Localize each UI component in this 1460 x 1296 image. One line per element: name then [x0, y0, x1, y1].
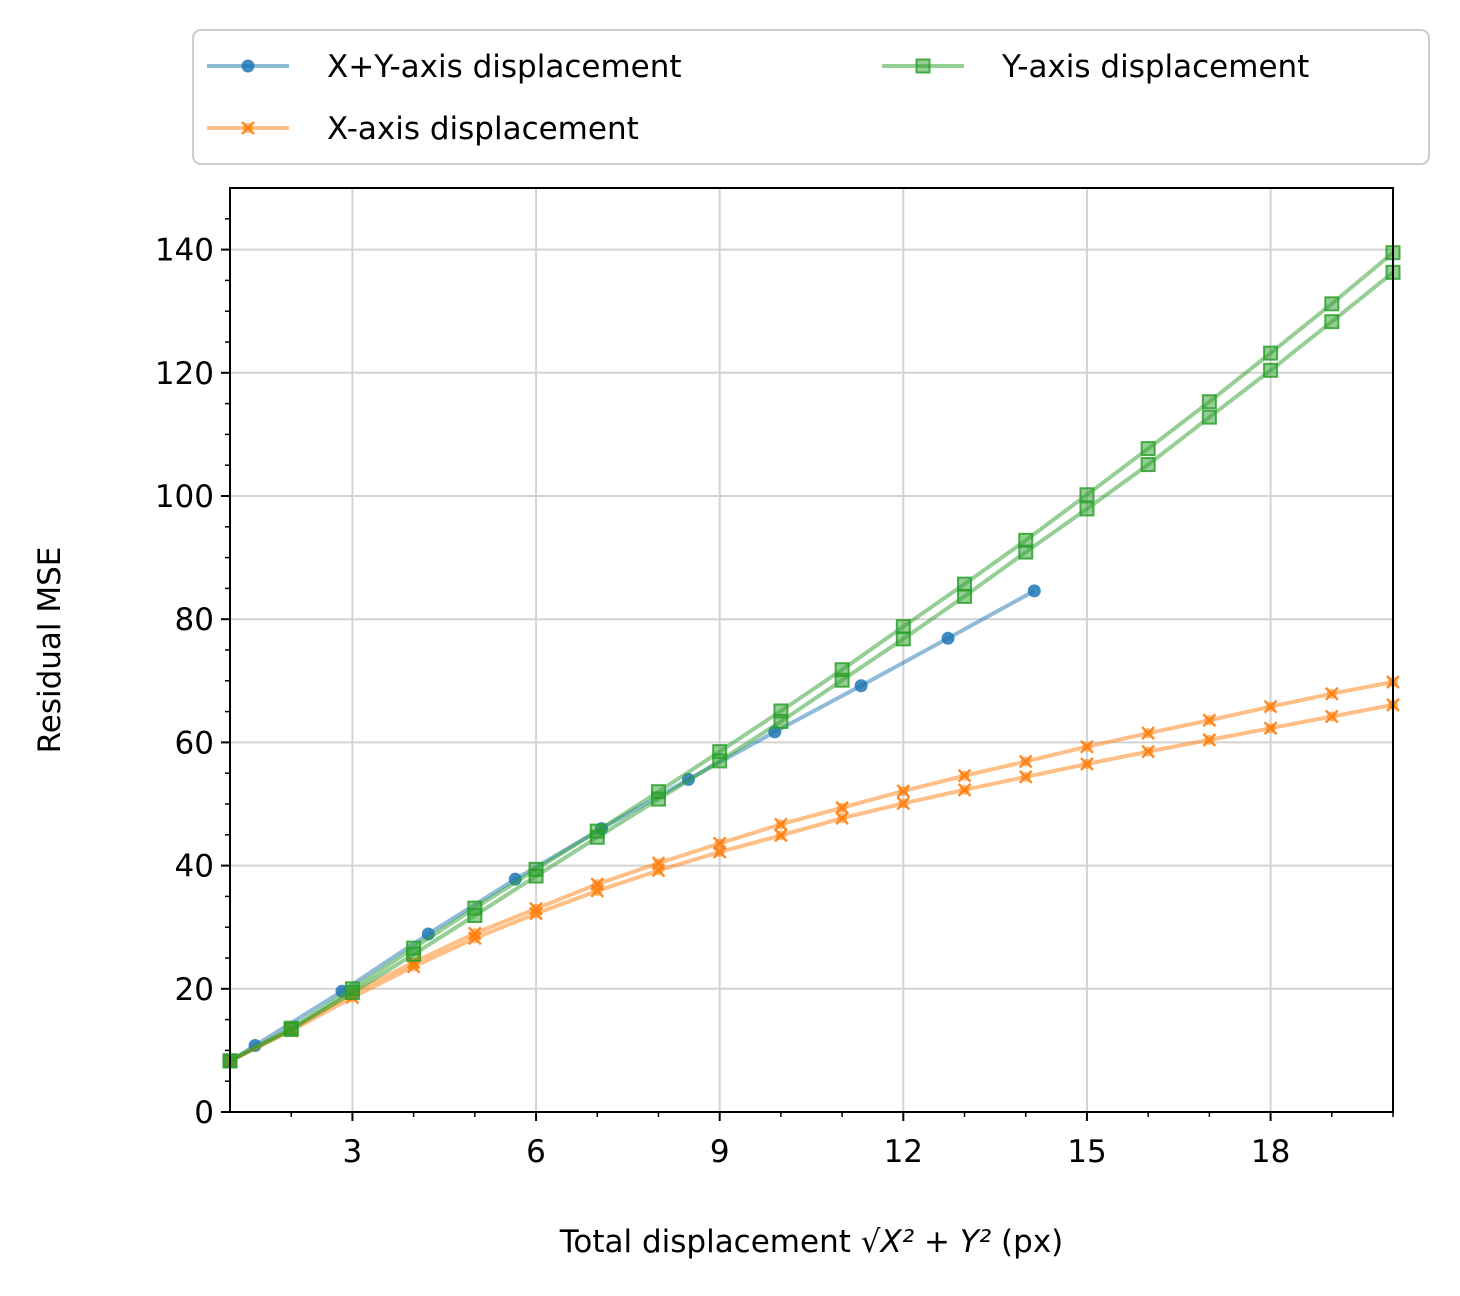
axis-ticks: 3 6 9 12 15 18 0 20 40 60 80 100 120 140 [155, 218, 1394, 1170]
data-point [651, 863, 666, 878]
data-point [1202, 713, 1217, 728]
data-point [1079, 487, 1095, 503]
x-axis-label: Total displacement √X² + Y² (px) [559, 1224, 1064, 1260]
data-point [590, 883, 605, 898]
data-point [1263, 362, 1279, 378]
series-line [229, 680, 1394, 1063]
x-tick-label: 15 [1067, 1134, 1106, 1170]
data-point [1324, 686, 1339, 701]
data-point [650, 791, 666, 807]
data-point [1202, 733, 1217, 747]
data-point [1080, 739, 1094, 754]
series-line [229, 251, 1395, 1063]
data-point [1263, 721, 1278, 736]
data-point [406, 946, 422, 962]
data-point [896, 796, 911, 811]
y-tick-label: 80 [175, 602, 214, 638]
legend-entry: Y-axis displacement [882, 49, 1309, 85]
x-axis-label-math: √X² + Y² [861, 1224, 991, 1260]
data-point [896, 784, 911, 798]
data-point [957, 768, 972, 783]
data-point [957, 576, 973, 592]
data-point [1324, 314, 1340, 330]
x-tick-label: 9 [710, 1134, 730, 1170]
legend-label: X-axis displacement [327, 111, 639, 147]
data-point [941, 631, 955, 645]
data-point [241, 59, 255, 73]
series-1 [223, 675, 1400, 1068]
data-point [1324, 296, 1340, 312]
data-point [1201, 394, 1217, 410]
grid [230, 188, 1393, 1112]
data-point [1140, 441, 1156, 457]
x-tick-label: 3 [343, 1134, 363, 1170]
data-point [283, 1021, 299, 1037]
data-point [1141, 726, 1156, 741]
y-tick-label: 0 [194, 1095, 214, 1131]
data-point [1018, 770, 1033, 784]
data-point [834, 672, 850, 688]
data-point [467, 931, 482, 946]
data-point [589, 829, 605, 845]
data-point [915, 58, 931, 74]
data-point [854, 679, 868, 693]
legend-box [192, 29, 1430, 165]
series-line [229, 270, 1395, 1063]
data-point [895, 631, 911, 647]
legend-label: Y-axis displacement [1001, 49, 1309, 85]
data-point [1027, 584, 1041, 598]
data-point [1324, 709, 1339, 724]
data-point [1263, 345, 1279, 361]
data-point [1018, 754, 1033, 769]
data-point [1080, 757, 1094, 771]
legend-entry: X+Y-axis displacement [207, 49, 682, 85]
data-point [774, 817, 788, 832]
data-point [773, 713, 789, 729]
data-point [957, 588, 973, 604]
x-axis-label-prefix: Total displacement [559, 1224, 861, 1260]
data-point [1201, 409, 1217, 425]
y-axis-label: Residual MSE [32, 547, 68, 754]
data-point [712, 753, 728, 769]
legend-entry: X-axis displacement [207, 111, 639, 147]
legend: X+Y-axis displacement X-axis displacement… [192, 29, 1430, 165]
x-tick-label: 12 [884, 1134, 923, 1170]
data-point [712, 845, 727, 859]
plot-series [222, 245, 1401, 1069]
data-point [1140, 457, 1156, 473]
data-point [467, 907, 483, 923]
series-line [229, 702, 1394, 1063]
data-point [241, 121, 255, 135]
data-point [1141, 744, 1156, 759]
y-tick-label: 140 [155, 233, 214, 269]
y-tick-label: 20 [175, 972, 214, 1008]
data-point [774, 828, 788, 843]
x-axis-label-suffix: (px) [991, 1224, 1063, 1260]
x-tick-label: 6 [526, 1134, 546, 1170]
legend-label: X+Y-axis displacement [327, 49, 682, 85]
y-tick-label: 120 [155, 356, 214, 392]
y-tick-label: 40 [175, 849, 214, 885]
data-point [1018, 544, 1034, 560]
data-point [957, 782, 972, 797]
data-point [835, 811, 849, 826]
data-point [344, 984, 360, 1000]
data-point [529, 906, 543, 921]
data-point [895, 619, 911, 635]
data-point [528, 868, 544, 884]
data-point [1079, 501, 1095, 517]
data-point [406, 959, 421, 974]
data-point [835, 800, 849, 815]
data-point [1263, 699, 1278, 714]
x-tick-label: 18 [1251, 1134, 1290, 1170]
y-tick-label: 60 [175, 725, 214, 761]
y-tick-label: 100 [155, 479, 214, 515]
series-2 [222, 245, 1401, 1069]
